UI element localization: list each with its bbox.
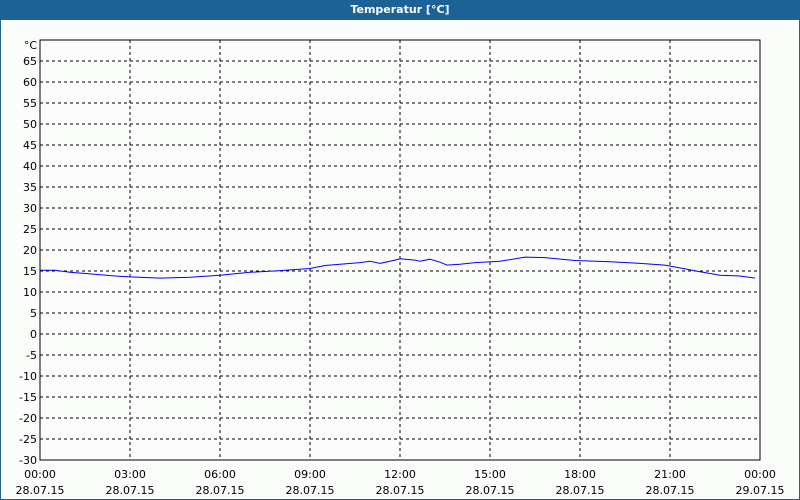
y-tick-label: 35 <box>23 181 37 194</box>
x-tick-date: 28.07.15 <box>556 484 605 497</box>
x-tick-time: 18:00 <box>564 468 596 481</box>
x-tick-time: 03:00 <box>114 468 146 481</box>
y-tick-label: -30 <box>19 454 37 467</box>
y-tick-label: 65 <box>23 55 37 68</box>
y-tick-label: 30 <box>23 202 37 215</box>
x-tick-time: 12:00 <box>384 468 416 481</box>
x-tick-time: 00:00 <box>744 468 776 481</box>
y-tick-label: -20 <box>19 412 37 425</box>
x-tick-date: 28.07.15 <box>16 484 65 497</box>
y-tick-label: 25 <box>23 223 37 236</box>
y-tick-label: 15 <box>23 265 37 278</box>
y-tick-label: 45 <box>23 139 37 152</box>
y-tick-label: 55 <box>23 97 37 110</box>
chart-title: Temperatur [°C] <box>0 0 800 20</box>
x-tick-time: 15:00 <box>474 468 506 481</box>
y-tick-label: 20 <box>23 244 37 257</box>
y-tick-label: 10 <box>23 286 37 299</box>
y-axis-unit: °C <box>24 39 38 52</box>
x-tick-date: 28.07.15 <box>196 484 245 497</box>
y-tick-label: 0 <box>30 328 37 341</box>
x-tick-time: 06:00 <box>204 468 236 481</box>
x-tick-date: 28.07.15 <box>646 484 695 497</box>
y-tick-label: 40 <box>23 160 37 173</box>
x-tick-date: 28.07.15 <box>376 484 425 497</box>
x-tick-date: 28.07.15 <box>286 484 335 497</box>
y-tick-label: -5 <box>26 349 37 362</box>
x-tick-date: 28.07.15 <box>466 484 515 497</box>
y-tick-label: 5 <box>30 307 37 320</box>
y-tick-label: 50 <box>23 118 37 131</box>
y-tick-label: 60 <box>23 76 37 89</box>
x-tick-date: 29.07.15 <box>736 484 785 497</box>
x-tick-time: 21:00 <box>654 468 686 481</box>
y-tick-label: -15 <box>19 391 37 404</box>
plot-border <box>39 39 761 461</box>
x-tick-date: 28.07.15 <box>106 484 155 497</box>
y-tick-label: -10 <box>19 370 37 383</box>
x-tick-time: 09:00 <box>294 468 326 481</box>
x-tick-time: 00:00 <box>24 468 56 481</box>
y-tick-label: -25 <box>19 433 37 446</box>
temperature-line <box>40 256 756 279</box>
